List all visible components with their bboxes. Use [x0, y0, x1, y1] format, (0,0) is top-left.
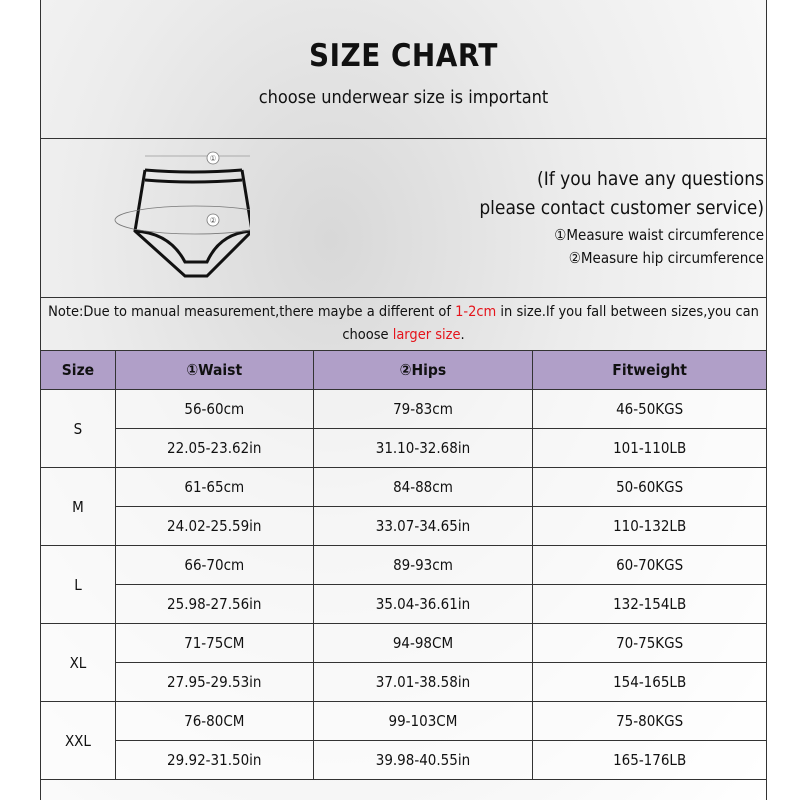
waist-imperial-cell: 29.92-31.50in — [114, 740, 314, 780]
size-cell: XL — [40, 623, 116, 702]
size-cell: L — [40, 545, 116, 624]
fitweight-imperial-cell: 110-132LB — [532, 506, 767, 546]
hips-imperial-cell: 31.10-32.68in — [312, 428, 534, 468]
size-table: Size ①Waist ②Hips Fitweight S 56-60cm 79-8… — [40, 350, 767, 780]
table-row: 24.02-25.59in 33.07-34.65in 110-132LB — [41, 506, 767, 546]
fitweight-metric-cell: 70-75KGS — [532, 623, 767, 663]
fitweight-metric-cell: 50-60KGS — [532, 467, 767, 507]
waist-metric-cell: 76-80CM — [114, 701, 314, 741]
fitweight-metric-cell: 60-70KGS — [532, 545, 767, 585]
waist-metric-cell: 71-75CM — [114, 623, 314, 663]
hips-imperial-cell: 33.07-34.65in — [312, 506, 534, 546]
fitweight-imperial-cell: 101-110LB — [532, 428, 767, 468]
note-text: in size.If you fall between sizes,you ca… — [342, 304, 759, 343]
fitweight-metric-cell: 75-80KGS — [532, 701, 767, 741]
fitweight-imperial-cell: 132-154LB — [532, 584, 767, 624]
waist-metric-cell: 66-70cm — [114, 545, 314, 585]
size-cell: XXL — [40, 701, 116, 780]
size-cell: S — [40, 389, 116, 468]
column-header-waist: ①Waist — [114, 350, 314, 390]
diagram-label-2: ② — [210, 216, 216, 225]
table-row: XL 71-75CM 94-98CM 70-75KGS — [40, 623, 767, 702]
column-header-hips: ②Hips — [312, 350, 534, 390]
waist-metric-cell: 56-60cm — [114, 389, 314, 429]
hips-imperial-cell: 39.98-40.55in — [312, 740, 534, 780]
column-header-size: Size — [40, 350, 116, 390]
hips-metric-cell: 94-98CM — [312, 623, 534, 663]
table-row: 29.92-31.50in 39.98-40.55in 165-176LB — [41, 740, 767, 780]
page-subtitle: choose underwear size is important — [258, 87, 549, 108]
waist-imperial-cell: 24.02-25.59in — [114, 506, 314, 546]
note-text: . — [460, 327, 465, 343]
waist-imperial-cell: 22.05-23.62in — [114, 428, 314, 468]
page-title: SIZE CHART — [309, 38, 498, 74]
fitweight-metric-cell: 46-50KGS — [532, 389, 767, 429]
contact-line: please contact customer service) — [479, 197, 764, 219]
hips-imperial-cell: 37.01-38.58in — [312, 662, 534, 702]
table-row: S 56-60cm 79-83cm 46-50KGS — [40, 389, 767, 468]
fitweight-imperial-cell: 154-165LB — [532, 662, 767, 702]
diagram-label-1: ① — [210, 154, 216, 163]
hips-metric-cell: 89-93cm — [312, 545, 534, 585]
fitweight-imperial-cell: 165-176LB — [532, 740, 767, 780]
hips-metric-cell: 79-83cm — [312, 389, 534, 429]
table-row: 25.98-27.56in 35.04-36.61in 132-154LB — [41, 584, 767, 624]
divider — [40, 297, 767, 298]
hips-metric-cell: 99-103CM — [312, 701, 534, 741]
table-row: XXL 76-80CM 99-103CM 75-80KGS — [40, 701, 767, 780]
measurement-note: Note:Due to manual measurement,there may… — [40, 301, 767, 347]
note-highlight-tolerance: 1-2cm — [455, 304, 497, 320]
column-header-fitweight: Fitweight — [532, 350, 767, 390]
measure-waist-text: ①Measure waist circumference — [554, 226, 764, 244]
waist-metric-cell: 61-65cm — [114, 467, 314, 507]
table-row: L 66-70cm 89-93cm 60-70KGS — [40, 545, 767, 624]
table-row: M 61-65cm 84-88cm 50-60KGS — [40, 467, 767, 546]
table-row: 22.05-23.62in 31.10-32.68in 101-110LB — [41, 428, 767, 468]
questions-line: (If you have any questions — [537, 168, 764, 190]
table-row: 27.95-29.53in 37.01-38.58in 154-165LB — [41, 662, 767, 702]
waist-imperial-cell: 27.95-29.53in — [114, 662, 314, 702]
hips-metric-cell: 84-88cm — [312, 467, 534, 507]
waist-imperial-cell: 25.98-27.56in — [114, 584, 314, 624]
table-header-row: Size ①Waist ②Hips Fitweight — [40, 350, 767, 390]
measure-hip-text: ②Measure hip circumference — [568, 249, 764, 267]
divider — [40, 138, 767, 139]
note-text: Note:Due to manual measurement,there may… — [48, 304, 456, 320]
underwear-diagram-icon: ① ② — [114, 151, 250, 278]
hips-imperial-cell: 35.04-36.61in — [312, 584, 534, 624]
size-cell: M — [40, 467, 116, 546]
note-highlight-larger-size: larger size — [392, 327, 461, 343]
